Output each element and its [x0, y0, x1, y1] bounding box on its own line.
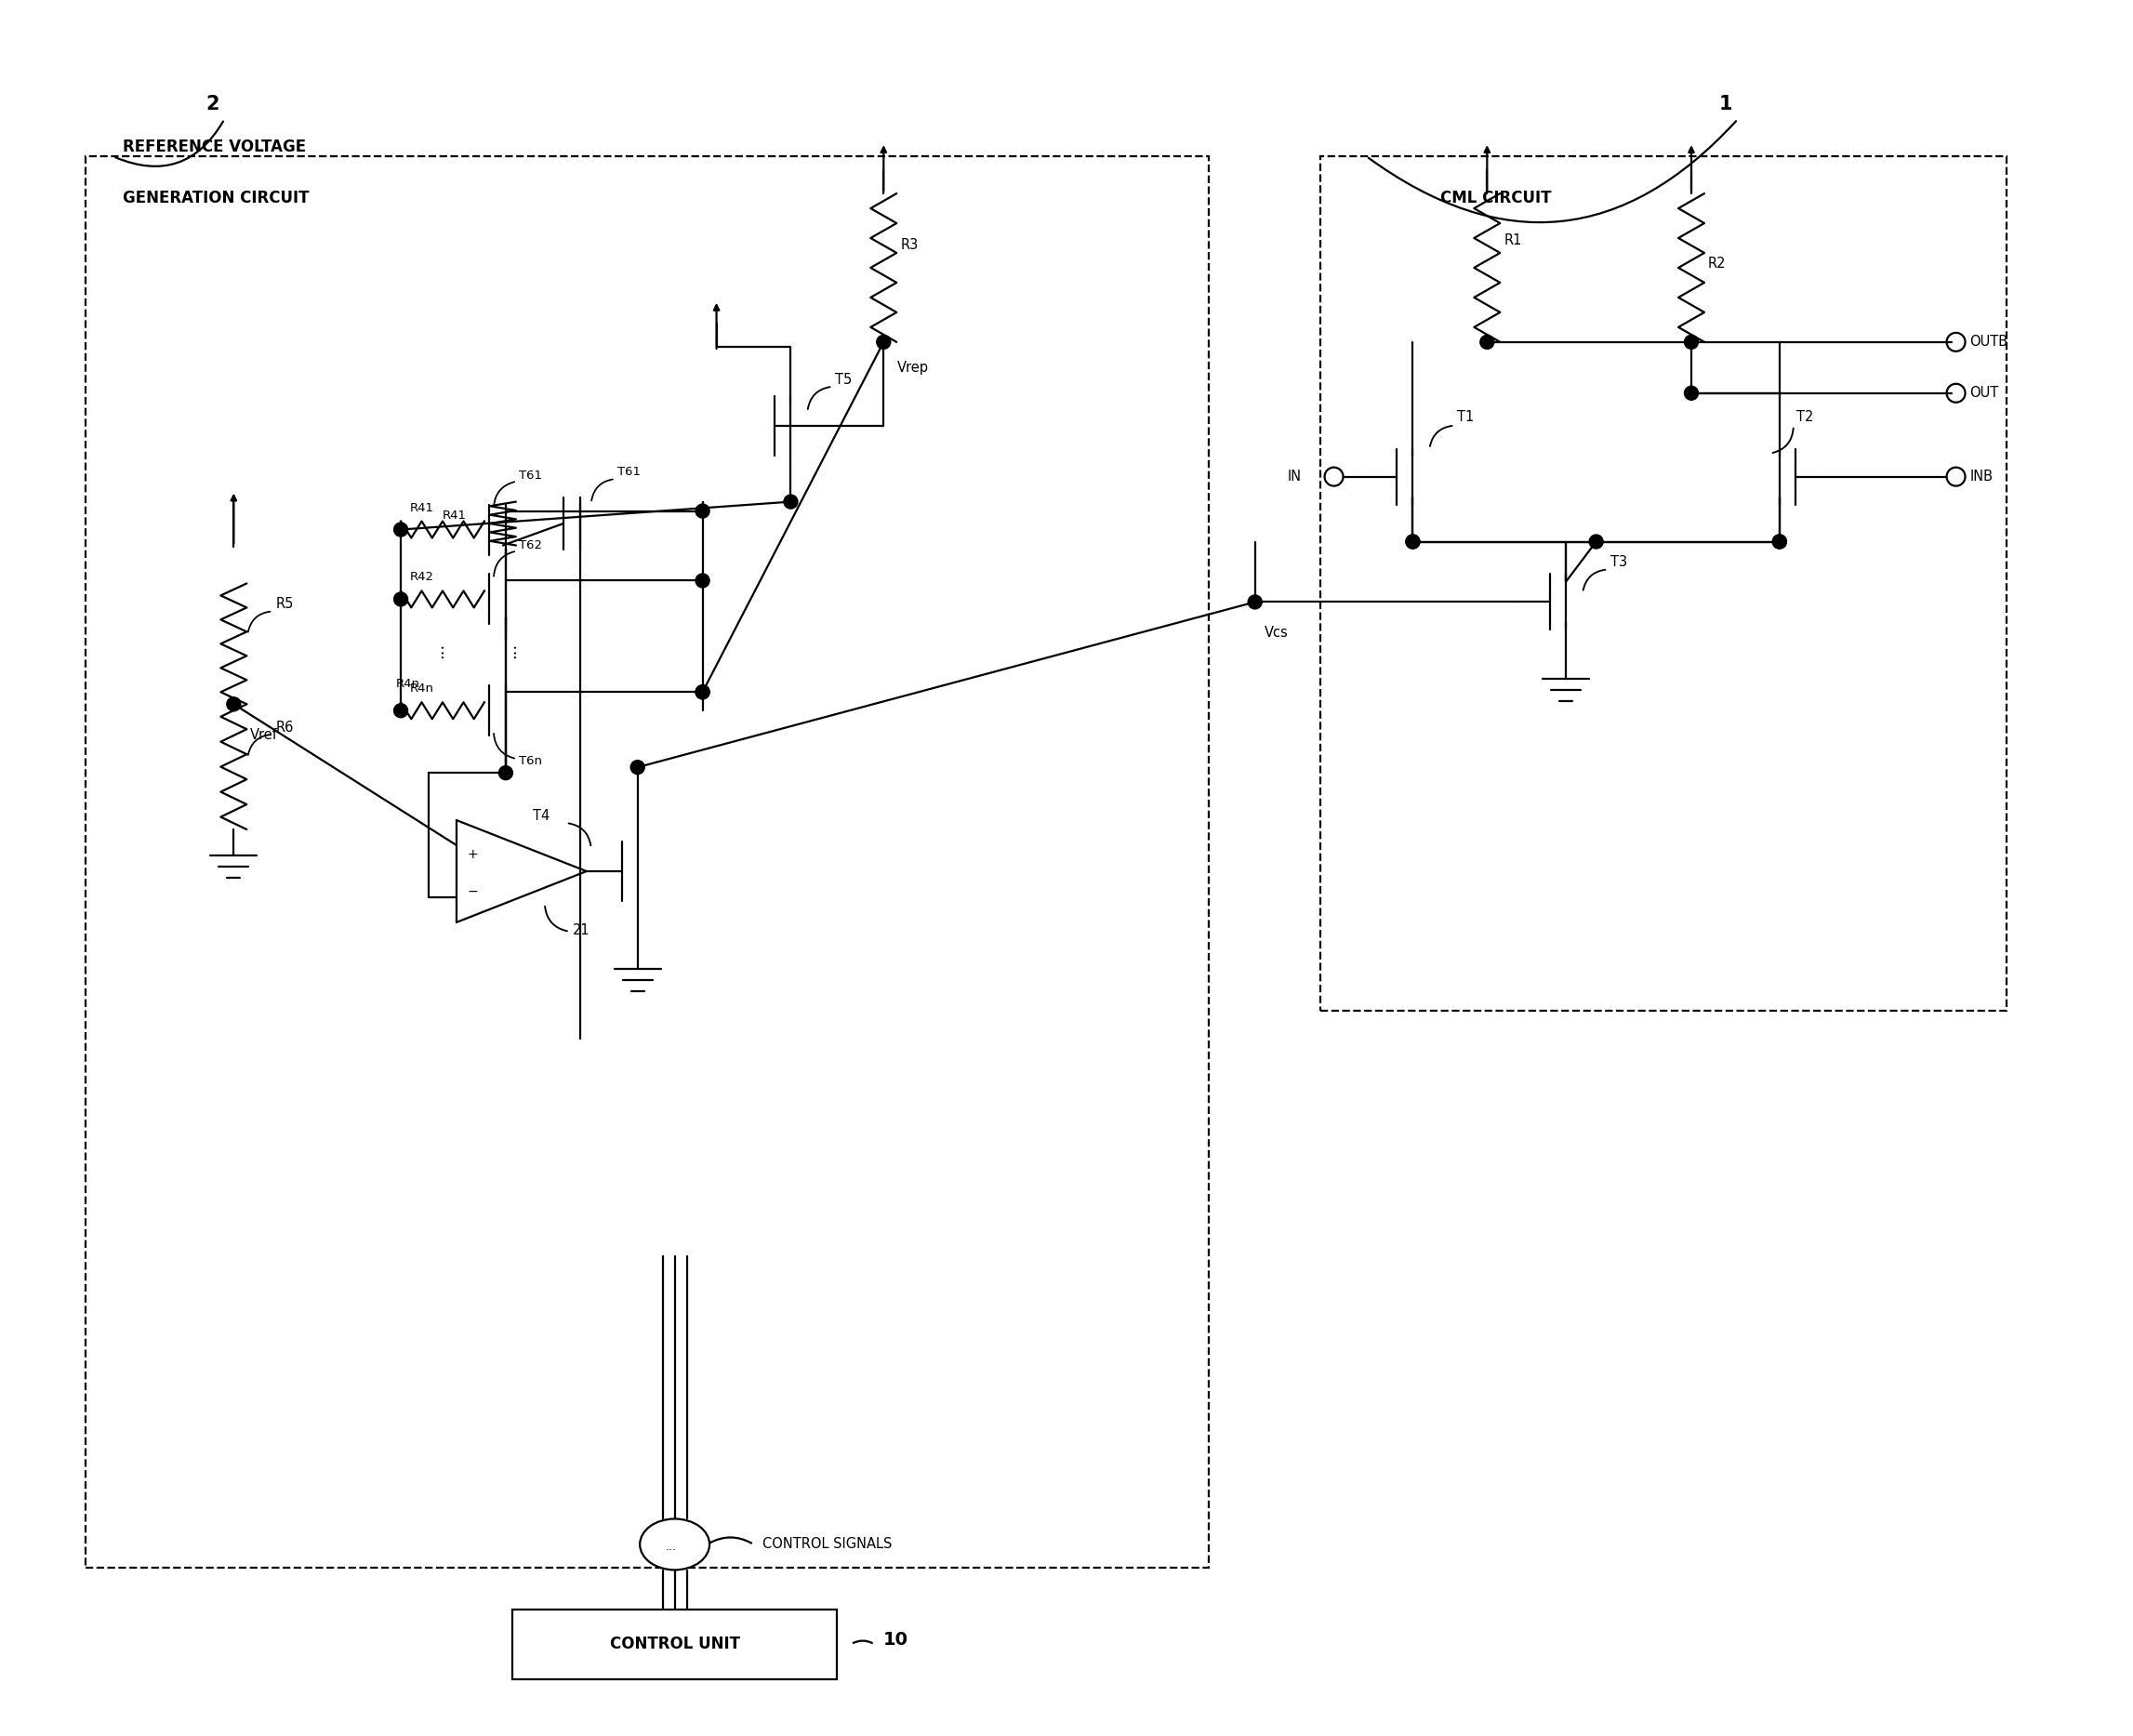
- Text: CML CIRCUIT: CML CIRCUIT: [1440, 189, 1553, 207]
- Text: T62: T62: [518, 538, 542, 550]
- Circle shape: [395, 592, 407, 606]
- Circle shape: [1773, 535, 1787, 549]
- Text: R2: R2: [1709, 257, 1726, 271]
- Text: GENERATION CIRCUIT: GENERATION CIRCUIT: [122, 189, 309, 207]
- Circle shape: [1406, 535, 1421, 549]
- Circle shape: [1685, 385, 1698, 399]
- Text: OUTB: OUTB: [1971, 335, 2007, 349]
- Circle shape: [226, 698, 241, 712]
- Text: Vrep: Vrep: [898, 361, 930, 375]
- Circle shape: [395, 703, 407, 717]
- Bar: [85, 156, 1209, 1568]
- Text: R1: R1: [1504, 233, 1521, 247]
- Circle shape: [695, 686, 710, 700]
- Text: −: −: [467, 885, 478, 898]
- Text: 1: 1: [1719, 95, 1732, 113]
- Text: IN: IN: [1288, 470, 1301, 484]
- Bar: [1320, 156, 2007, 1010]
- Text: T61: T61: [518, 469, 542, 481]
- Text: ...: ...: [665, 1540, 676, 1552]
- Circle shape: [1773, 535, 1787, 549]
- Text: 21: 21: [572, 924, 591, 937]
- Text: OUT: OUT: [1971, 385, 1999, 399]
- Text: R4n: R4n: [397, 679, 420, 691]
- Circle shape: [1248, 595, 1263, 609]
- Text: CONTROL UNIT: CONTROL UNIT: [610, 1635, 740, 1653]
- Text: 2: 2: [207, 95, 220, 113]
- Text: INB: INB: [1971, 470, 1992, 484]
- Text: CONTROL SIGNALS: CONTROL SIGNALS: [764, 1538, 892, 1552]
- Text: ...: ...: [429, 642, 446, 658]
- Text: T4: T4: [533, 809, 550, 823]
- Circle shape: [877, 335, 892, 349]
- Text: 10: 10: [883, 1630, 909, 1649]
- Text: R4n: R4n: [410, 682, 435, 694]
- Text: +: +: [467, 847, 478, 861]
- Circle shape: [1480, 335, 1493, 349]
- Text: ...: ...: [501, 642, 518, 658]
- Text: T3: T3: [1610, 556, 1627, 569]
- Ellipse shape: [640, 1519, 710, 1569]
- Text: T2: T2: [1796, 410, 1813, 424]
- Circle shape: [695, 503, 710, 517]
- Circle shape: [783, 495, 798, 509]
- Circle shape: [631, 760, 644, 774]
- Text: R3: R3: [900, 238, 917, 252]
- Circle shape: [395, 523, 407, 536]
- Text: T6n: T6n: [518, 755, 542, 767]
- Text: R5: R5: [275, 597, 294, 611]
- Text: T1: T1: [1457, 410, 1474, 424]
- Circle shape: [1589, 535, 1604, 549]
- Text: T5: T5: [836, 373, 853, 387]
- Text: T61: T61: [616, 465, 640, 477]
- Text: Vref: Vref: [250, 727, 277, 743]
- Text: Vcs: Vcs: [1265, 627, 1288, 641]
- Circle shape: [1406, 535, 1421, 549]
- Circle shape: [695, 573, 710, 587]
- Text: R6: R6: [275, 720, 294, 734]
- Circle shape: [1685, 335, 1698, 349]
- Circle shape: [499, 766, 512, 779]
- Text: R42: R42: [410, 571, 435, 583]
- Text: R41: R41: [442, 510, 467, 523]
- Circle shape: [695, 686, 710, 700]
- Text: R41: R41: [410, 502, 435, 514]
- Text: REFERENCE VOLTAGE: REFERENCE VOLTAGE: [122, 139, 305, 156]
- Bar: [512, 1609, 836, 1679]
